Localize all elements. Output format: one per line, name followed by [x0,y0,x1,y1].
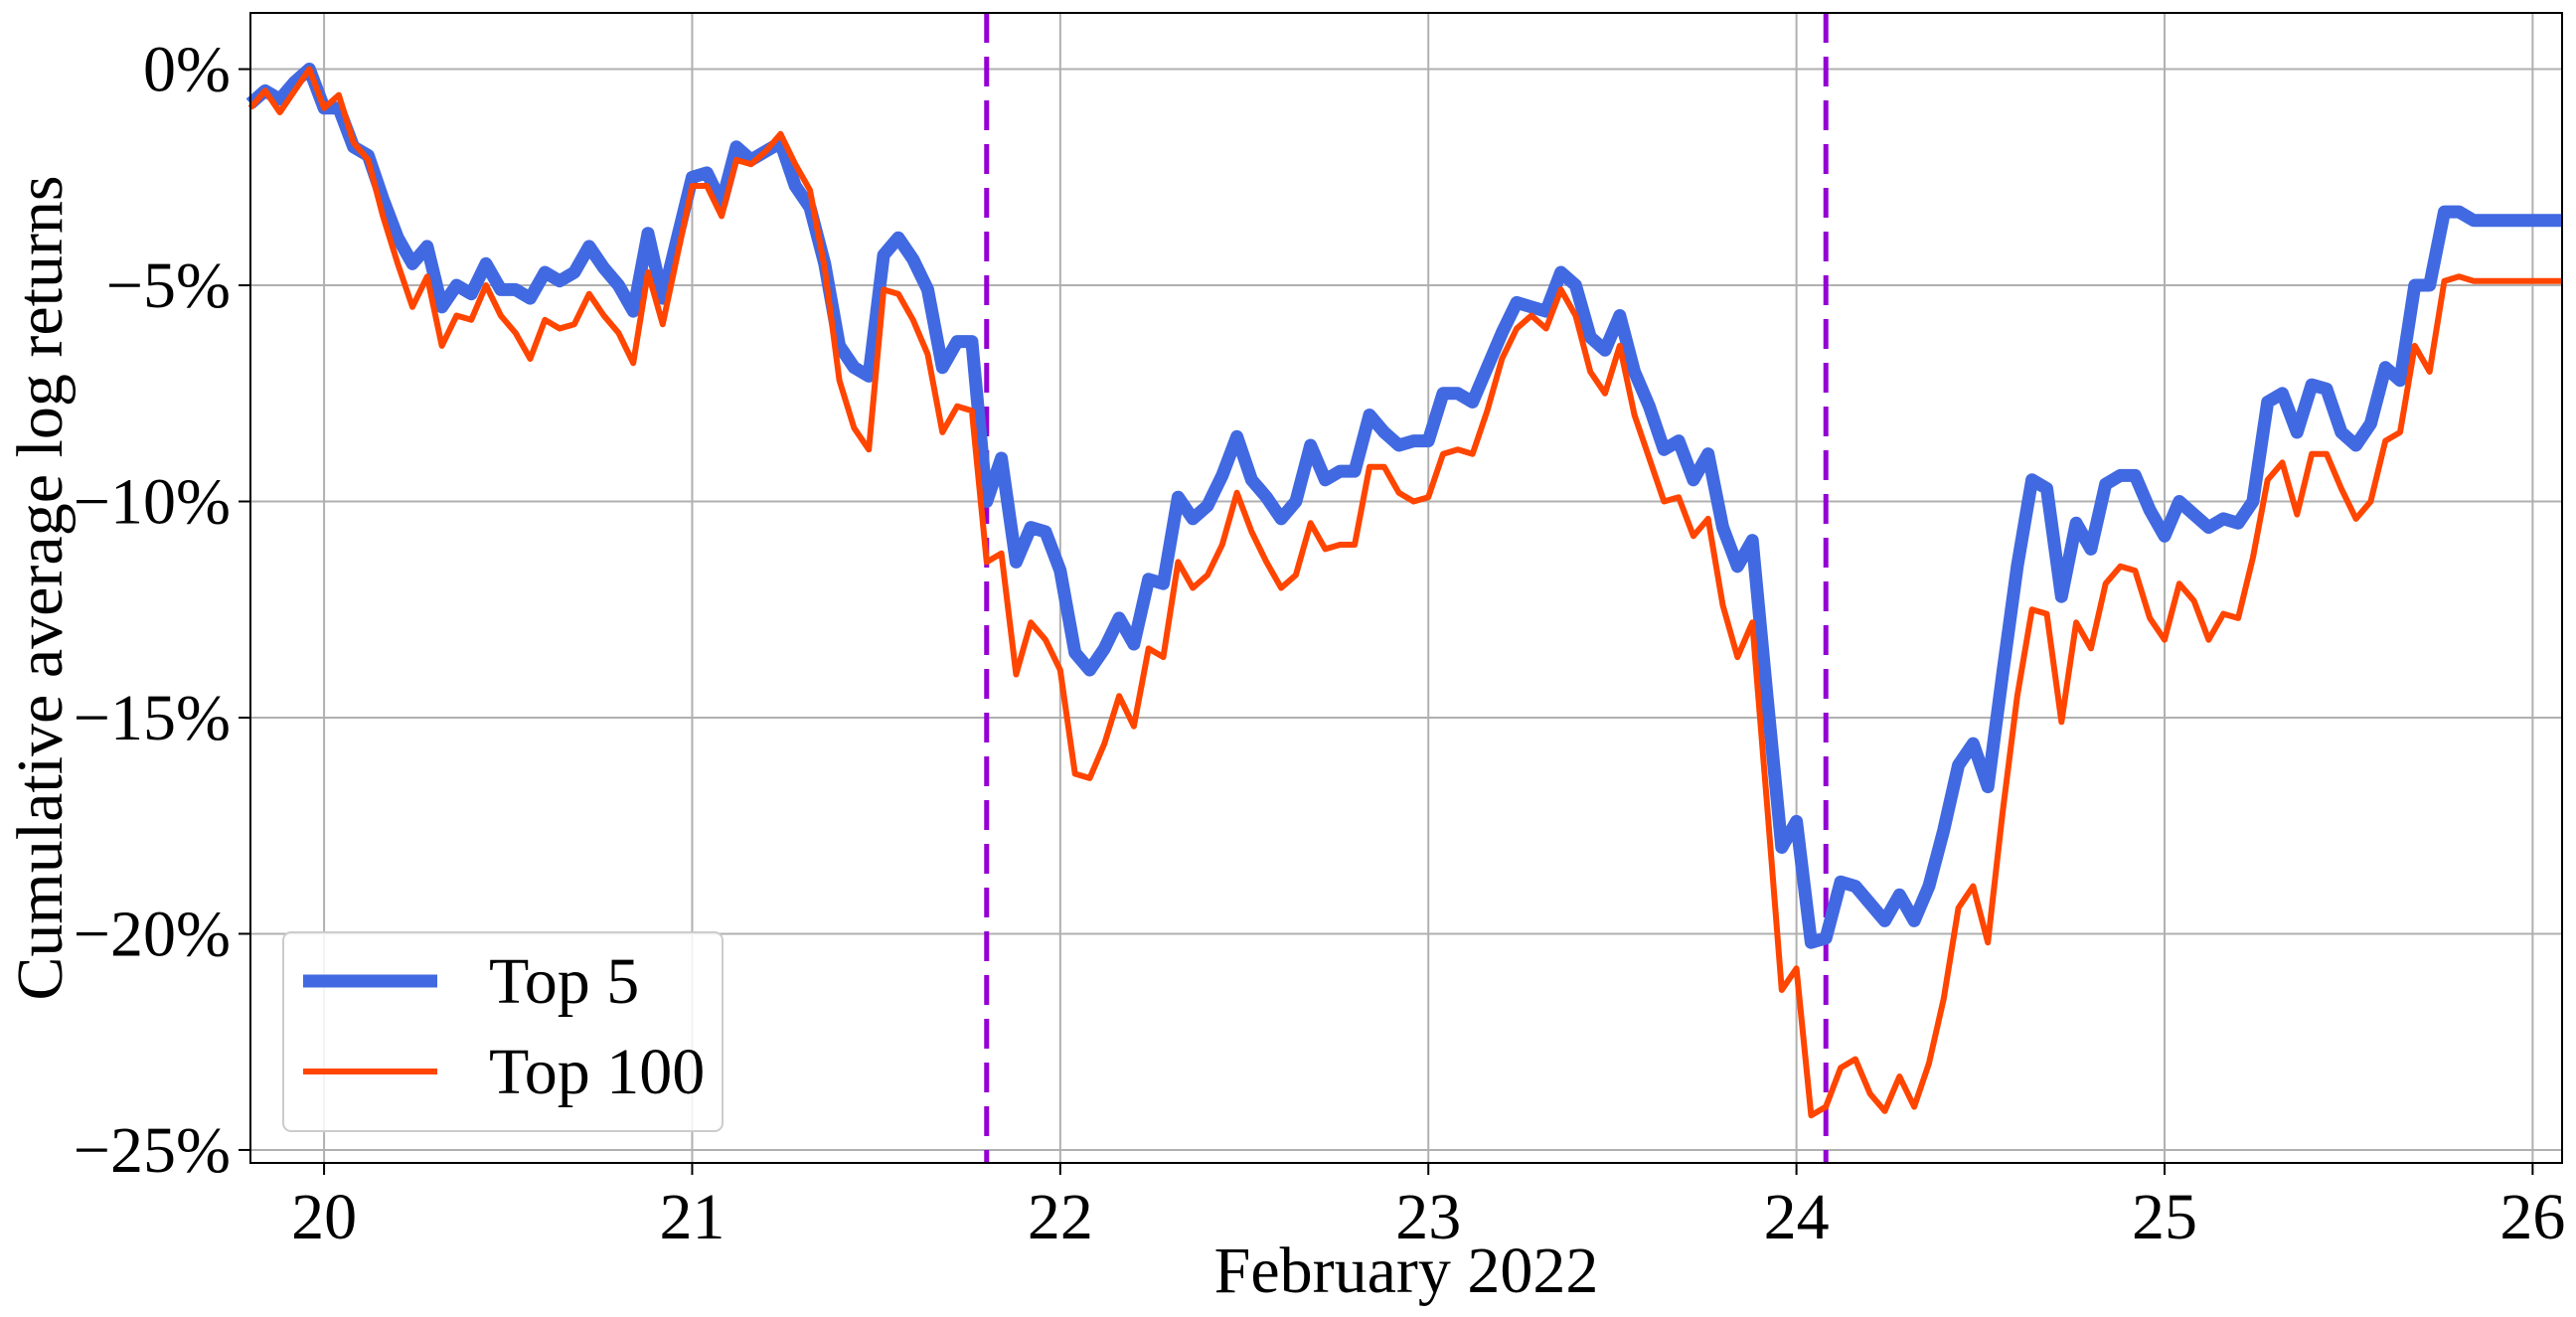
y-axis-title: Cumulative average log returns [4,175,77,1000]
y-tick-label: −25% [74,1114,231,1187]
x-axis: 20 21 22 23 24 25 26 [291,1163,2565,1253]
y-tick-label: 0% [143,34,231,106]
series-lines [245,63,2562,1119]
event-markers [984,13,1829,1163]
y-tick-label: −20% [74,898,231,970]
y-axis: 0% −5% −10% −15% −20% −25% [74,34,250,1187]
x-axis-title: February 2022 [1214,1235,1599,1307]
legend-label-top-5: Top 5 [489,945,639,1018]
x-tick-label: 20 [291,1181,357,1253]
x-tick-label: 24 [1764,1181,1830,1253]
x-tick-label: 22 [1028,1181,1093,1253]
y-tick-label: −10% [74,466,231,539]
series-line-top-5 [245,63,2562,949]
x-tick-label: 23 [1395,1181,1461,1253]
x-tick-label: 21 [659,1181,724,1253]
y-tick-label: −15% [74,682,231,754]
x-tick-label: 25 [2132,1181,2197,1253]
plot-frame [249,12,2563,1164]
legend-label-top-100: Top 100 [489,1036,705,1108]
series-line-top-100 [247,66,2562,1119]
legend: Top 5 Top 100 [282,931,724,1132]
y-tick-label: −5% [106,249,231,322]
x-tick-label: 26 [2499,1181,2565,1253]
